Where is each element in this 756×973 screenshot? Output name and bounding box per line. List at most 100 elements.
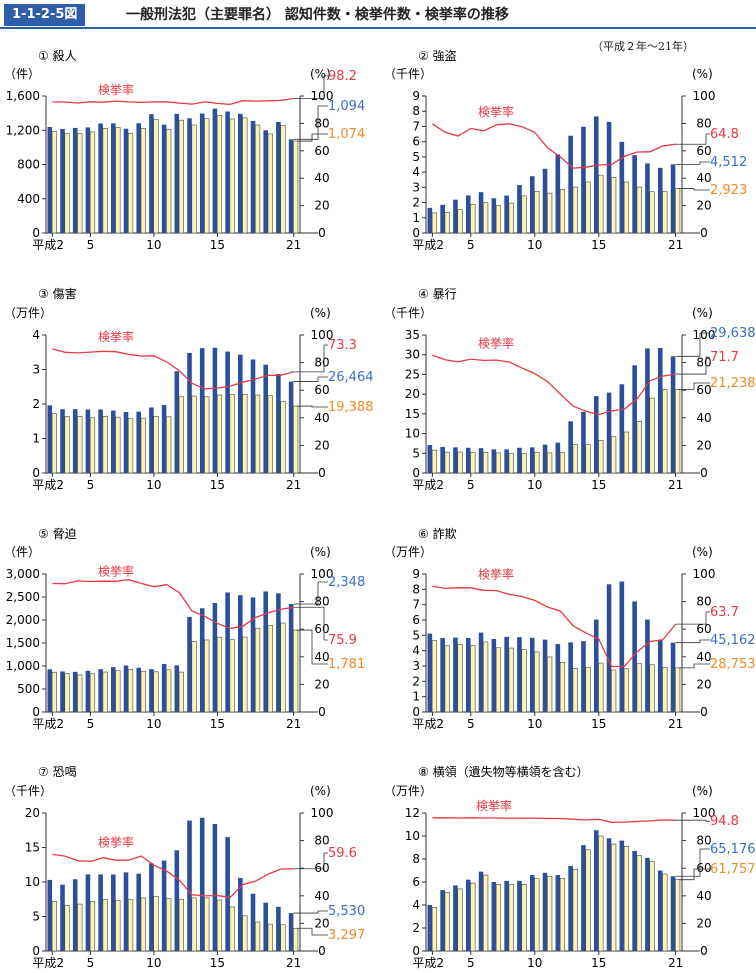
bar-cleared: [649, 664, 655, 713]
cleared-end-label: 2,923: [710, 183, 747, 198]
x-tick-label: 15: [591, 717, 606, 731]
bar-cleared: [127, 898, 134, 952]
bar-cleared: [431, 449, 438, 474]
bar-cleared: [534, 452, 540, 474]
bar-cleared: [508, 647, 514, 713]
bar-cleared: [229, 639, 235, 713]
bar-recognized: [593, 830, 599, 951]
y2-tick-label: 100: [693, 806, 716, 820]
x-tick-label: 21: [668, 238, 683, 252]
bar-recognized: [491, 882, 497, 951]
recognized-leader: [293, 376, 328, 382]
y2-tick-label: 80: [314, 356, 329, 370]
cleared-end-label: 28,753: [710, 657, 756, 672]
bar-recognized: [149, 407, 154, 473]
x-tick-label: 21: [668, 717, 683, 731]
rate-series-label: 検挙率: [98, 564, 134, 579]
bar-cleared: [508, 202, 514, 234]
bar-recognized: [47, 126, 53, 233]
recognized-leader: [675, 639, 710, 644]
bar-recognized: [593, 619, 599, 712]
y-tick-label: 0: [412, 944, 420, 958]
y-tick-label: 2: [32, 397, 40, 411]
bar-recognized: [288, 913, 294, 951]
bar-cleared: [115, 416, 121, 474]
chart-title: ⑧ 横領（遺失物等横領を含む）: [418, 764, 589, 779]
bar-recognized: [136, 123, 141, 233]
y-tick-label: 4: [412, 898, 420, 912]
cleared-leader: [296, 133, 328, 142]
bar-cleared: [153, 118, 159, 234]
bar-cleared: [559, 662, 566, 713]
bar-cleared: [534, 651, 540, 713]
bar-cleared: [204, 897, 210, 952]
rate-series-label: 検挙率: [98, 834, 134, 849]
bar-cleared: [229, 906, 235, 952]
cleared-leader: [296, 405, 328, 408]
bar-recognized: [123, 128, 129, 233]
chart-title: ① 殺人: [38, 49, 77, 63]
y-tick-label: 5: [412, 446, 420, 460]
y-tick-label: 0: [412, 226, 420, 240]
bar-recognized: [657, 348, 663, 473]
bar-recognized: [542, 872, 548, 951]
bar-recognized: [568, 421, 573, 473]
y2-tick-label: 80: [696, 356, 711, 370]
x-tick-label: 21: [668, 956, 683, 970]
bar-cleared: [559, 452, 566, 474]
bar-cleared: [140, 417, 146, 474]
y-unit-label: （千件）: [384, 306, 432, 320]
bar-recognized: [212, 603, 218, 712]
y-tick-label: 25: [405, 367, 420, 381]
y-tick-label: 8: [412, 104, 420, 118]
y2-tick-label: 0: [700, 705, 708, 719]
bar-cleared: [254, 627, 261, 713]
bar-cleared: [51, 671, 57, 713]
y2-tick-label: 60: [314, 622, 329, 636]
bar-recognized: [427, 905, 433, 951]
bar-cleared: [64, 905, 70, 952]
rate-line: [52, 348, 294, 390]
bar-cleared: [598, 174, 604, 234]
y2-tick-label: 20: [314, 677, 329, 691]
bar-cleared: [127, 132, 134, 234]
bar-recognized: [632, 601, 637, 712]
bar-cleared: [216, 636, 223, 713]
bar-cleared: [675, 188, 681, 234]
rate-line: [432, 354, 676, 416]
bar-recognized: [491, 639, 497, 712]
y2-tick-label: 60: [314, 861, 329, 875]
x-tick-label: 10: [146, 717, 161, 731]
y2-tick-label: 80: [696, 834, 711, 848]
bar-cleared: [457, 209, 463, 234]
y-tick-label: 2,500: [6, 590, 40, 604]
y2-unit-label: (%): [310, 545, 331, 559]
bar-cleared: [280, 924, 286, 952]
x-tick-label: 10: [146, 956, 161, 970]
bar-recognized: [161, 405, 167, 473]
bar-recognized: [161, 124, 167, 233]
bar-recognized: [60, 128, 65, 233]
recognized-leader: [293, 910, 328, 914]
y-tick-label: 1,000: [6, 659, 40, 673]
bar-cleared: [521, 452, 527, 474]
bar-cleared: [585, 181, 591, 234]
bar-cleared: [611, 843, 617, 952]
recognized-end-label: 2,348: [328, 575, 365, 590]
y-unit-label: （千件）: [4, 784, 52, 798]
bar-recognized: [670, 876, 676, 951]
bar-recognized: [427, 207, 433, 233]
bar-recognized: [187, 352, 192, 473]
bar-cleared: [636, 186, 642, 234]
y-tick-label: 2: [412, 921, 420, 935]
bar-recognized: [149, 863, 154, 951]
bar-recognized: [288, 381, 294, 473]
bar-recognized: [465, 447, 471, 473]
y-tick-label: 1: [32, 432, 40, 446]
y2-tick-label: 100: [693, 89, 716, 103]
y-tick-label: 4: [412, 165, 420, 179]
bar-cleared: [293, 629, 299, 713]
y2-tick-label: 60: [314, 383, 329, 397]
y-tick-label: 10: [405, 829, 420, 843]
